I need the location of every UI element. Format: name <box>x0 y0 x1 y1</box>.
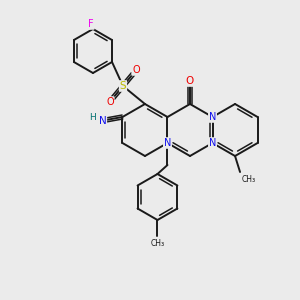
Text: N: N <box>209 112 216 122</box>
Text: S: S <box>120 81 126 91</box>
Text: N: N <box>209 138 216 148</box>
Text: O: O <box>106 97 114 107</box>
Text: N: N <box>164 138 171 148</box>
Text: O: O <box>132 65 140 75</box>
Text: CH₃: CH₃ <box>150 239 164 248</box>
Text: F: F <box>88 19 94 29</box>
Text: N: N <box>99 116 106 126</box>
Text: CH₃: CH₃ <box>242 175 256 184</box>
Text: O: O <box>186 76 194 86</box>
Text: H: H <box>89 113 96 122</box>
